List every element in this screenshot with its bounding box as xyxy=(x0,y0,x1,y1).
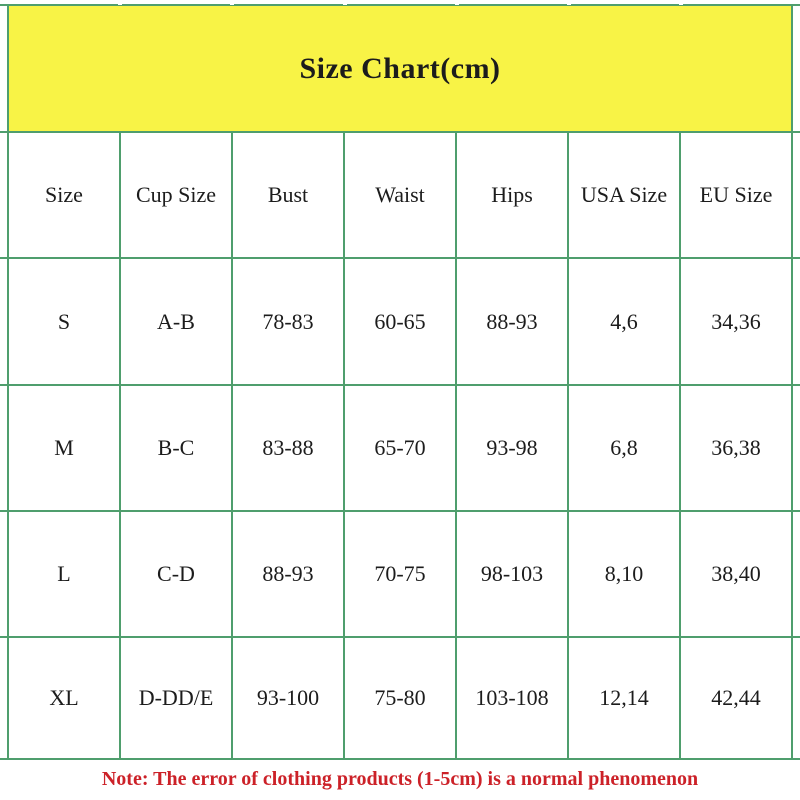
table-cell: 98-103 xyxy=(457,512,567,636)
column-header-size: Size xyxy=(9,133,119,257)
table-title: Size Chart(cm) xyxy=(9,6,791,131)
top-tick xyxy=(230,0,234,5)
row-m-size-label: M xyxy=(9,386,119,510)
table-cell: 8,10 xyxy=(569,512,679,636)
table-cell: 4,6 xyxy=(569,259,679,384)
size-chart-table: Size Chart(cm) Size Cup Size Bust Waist … xyxy=(7,4,793,760)
column-header-bust: Bust xyxy=(233,133,343,257)
table-cell: 65-70 xyxy=(345,386,455,510)
table-cell: 93-98 xyxy=(457,386,567,510)
row-l-size-label: L xyxy=(9,512,119,636)
table-cell: 78-83 xyxy=(233,259,343,384)
top-tick xyxy=(567,0,571,5)
table-cell: 75-80 xyxy=(345,638,455,758)
table-cell: D-DD/E xyxy=(121,638,231,758)
footnote-text: Note: The error of clothing products (1-… xyxy=(101,768,699,790)
column-header-hips: Hips xyxy=(457,133,567,257)
table-cell: 12,14 xyxy=(569,638,679,758)
table-cell: 60-65 xyxy=(345,259,455,384)
table-cell: 70-75 xyxy=(345,512,455,636)
table-cell: 83-88 xyxy=(233,386,343,510)
top-tick xyxy=(343,0,347,5)
table-cell: B-C xyxy=(121,386,231,510)
table-cell: 34,36 xyxy=(681,259,791,384)
table-cell: 93-100 xyxy=(233,638,343,758)
row-s-size-label: S xyxy=(9,259,119,384)
row-xl-size-label: XL xyxy=(9,638,119,758)
top-tick xyxy=(455,0,459,5)
table-cell: 103-108 xyxy=(457,638,567,758)
table-cell: 42,44 xyxy=(681,638,791,758)
column-header-usa-size: USA Size xyxy=(569,133,679,257)
table-cell: 88-93 xyxy=(457,259,567,384)
column-header-waist: Waist xyxy=(345,133,455,257)
table-cell: C-D xyxy=(121,512,231,636)
table-cell: 6,8 xyxy=(569,386,679,510)
column-header-cup-size: Cup Size xyxy=(121,133,231,257)
top-tick xyxy=(679,0,683,5)
table-cell: 38,40 xyxy=(681,512,791,636)
table-cell: 88-93 xyxy=(233,512,343,636)
column-header-eu-size: EU Size xyxy=(681,133,791,257)
table-cell: A-B xyxy=(121,259,231,384)
table-cell: 36,38 xyxy=(681,386,791,510)
top-tick xyxy=(118,0,122,5)
